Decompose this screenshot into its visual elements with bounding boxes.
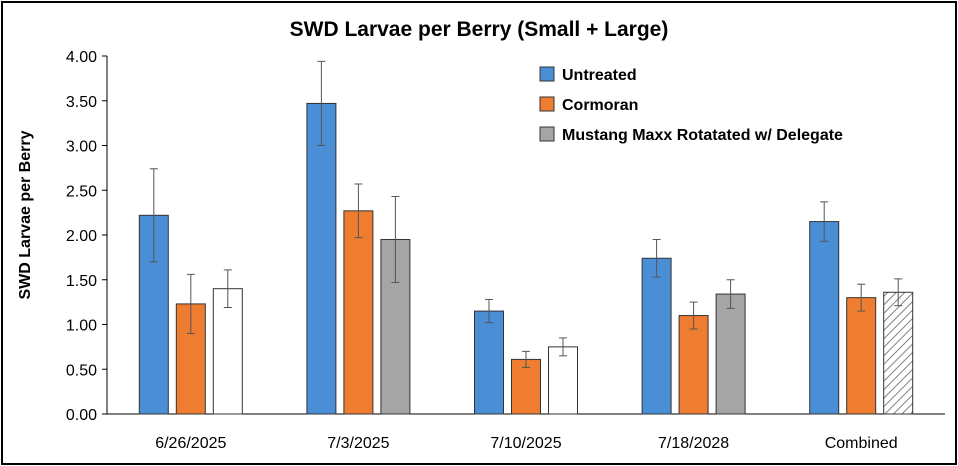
y-tick-label: 0.00 [66, 407, 97, 424]
bar-2-5 [846, 297, 877, 415]
x-tick-label: 7/18/2028 [658, 435, 729, 452]
y-tick-label: 2.50 [66, 183, 97, 200]
y-tick-label: 1.50 [66, 273, 97, 290]
bar-3-3 [548, 346, 578, 415]
legend-swatch-1 [539, 66, 555, 82]
bar-2-2 [343, 210, 374, 415]
y-tick-label: 0.50 [66, 362, 97, 379]
bar-1-5 [809, 221, 840, 415]
bars [138, 60, 914, 415]
y-axis-label: SWD Larvae per Berry [17, 130, 34, 299]
legend: Untreated Cormoran Mustang Maxx Rotatated … [539, 66, 843, 144]
legend-label-2: Cormoran [562, 97, 638, 114]
bar-1-2 [306, 102, 337, 415]
bar-3-1 [212, 288, 243, 415]
x-tick-label: Combined [825, 435, 898, 452]
y-tick-label: 2.00 [66, 228, 97, 245]
legend-swatch-2 [539, 96, 555, 112]
legend-swatch-3 [539, 126, 555, 142]
legend-label-3: Mustang Maxx Rotatated w/ Delegate [562, 127, 843, 144]
y-tick-label: 3.50 [66, 94, 97, 111]
y-tick-label: 4.00 [66, 49, 97, 66]
x-tick-label: 7/10/2025 [490, 435, 561, 452]
y-tick-label: 1.00 [66, 318, 97, 335]
tick-labels: 0.00 0.50 1.00 1.50 2.00 2.50 3.00 3.50 4.00 6/26… [66, 49, 898, 452]
bar-3-4 [715, 293, 746, 415]
bar-1-4 [641, 257, 672, 415]
bar-1-3 [474, 310, 504, 415]
legend-label-1: Untreated [562, 67, 637, 84]
x-tick-label: 7/3/2025 [327, 435, 389, 452]
y-tick-label: 3.00 [66, 139, 97, 156]
bar-2-4 [678, 315, 709, 415]
bar-3-5 [883, 291, 914, 415]
chart-title: SWD Larvae per Berry (Small + Large) [290, 18, 669, 41]
x-tick-label: 6/26/2025 [155, 435, 226, 452]
